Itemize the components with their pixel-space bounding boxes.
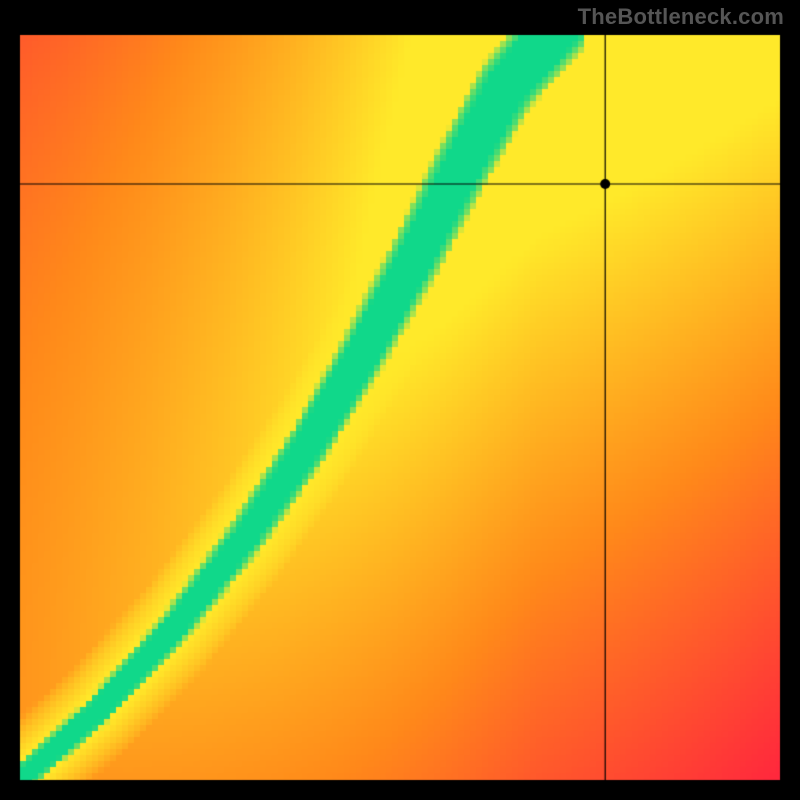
watermark-text: TheBottleneck.com <box>578 4 784 30</box>
heatmap-canvas <box>0 0 800 800</box>
chart-container: TheBottleneck.com <box>0 0 800 800</box>
